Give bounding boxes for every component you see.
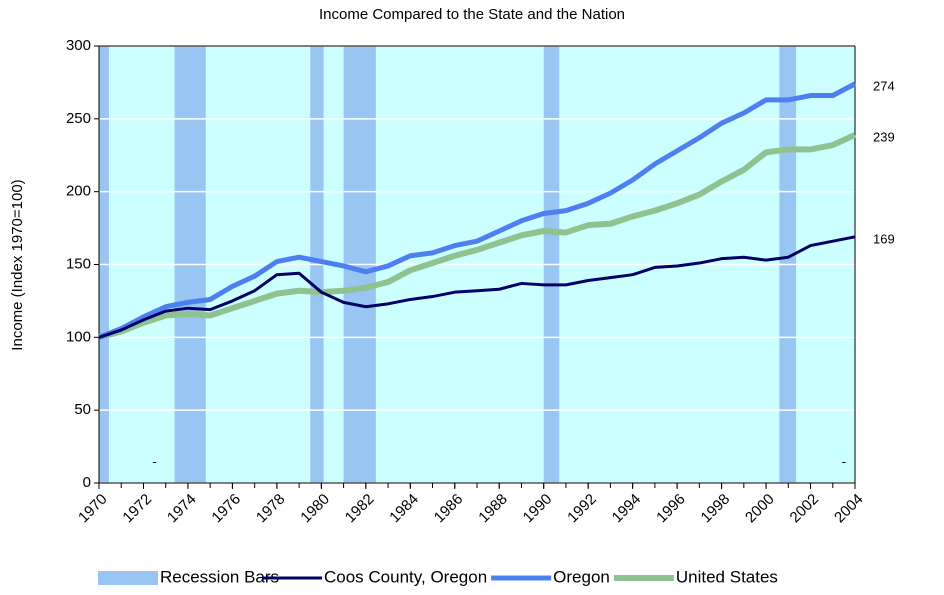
y-tick-label: 50 <box>74 401 91 418</box>
y-tick-label: 100 <box>66 328 91 345</box>
series-line <box>98 235 856 339</box>
x-tick-label: 1980 <box>297 491 333 527</box>
chart-title: Income Compared to the State and the Nat… <box>319 6 625 23</box>
x-tick-label: 1970 <box>75 491 111 527</box>
x-tick-label: 1994 <box>609 491 645 527</box>
legend-label: Recession Bars <box>160 567 279 586</box>
x-tick-label: 1974 <box>164 491 200 527</box>
x-tick-label: 1988 <box>475 491 511 527</box>
annotation: - <box>152 454 156 469</box>
x-tick-label: 1976 <box>208 491 244 527</box>
x-tick-label: 1984 <box>386 491 422 527</box>
legend-swatch <box>98 571 158 585</box>
series-line <box>98 81 857 340</box>
x-tick-label: 1972 <box>119 491 155 527</box>
x-tick-label: 1996 <box>653 491 689 527</box>
end-value-label: 274 <box>873 78 895 93</box>
legend-label: United States <box>676 567 778 586</box>
y-tick-label: 150 <box>66 255 91 272</box>
annotation: - <box>842 454 846 469</box>
y-tick-label: 0 <box>83 474 91 491</box>
x-tick-label: 2002 <box>787 491 823 527</box>
x-tick-label: 1982 <box>342 491 378 527</box>
x-tick-label: 1992 <box>564 491 600 527</box>
x-tick-label: 1998 <box>698 491 734 527</box>
legend-label: Coos County, Oregon <box>324 567 487 586</box>
y-tick-label: 300 <box>66 37 91 54</box>
legend-label: Oregon <box>553 567 610 586</box>
y-axis-label: Income (Index 1970=100) <box>9 179 26 350</box>
x-tick-label: 1990 <box>520 491 556 527</box>
series-line <box>98 132 857 341</box>
x-tick-label: 2000 <box>742 491 778 527</box>
x-tick-label: 2004 <box>831 491 867 527</box>
x-tick-label: 1978 <box>253 491 289 527</box>
x-tick-label: 1986 <box>431 491 467 527</box>
end-value-label: 239 <box>873 129 895 144</box>
y-tick-label: 250 <box>66 110 91 127</box>
end-value-label: 169 <box>873 231 895 246</box>
y-tick-label: 200 <box>66 183 91 200</box>
